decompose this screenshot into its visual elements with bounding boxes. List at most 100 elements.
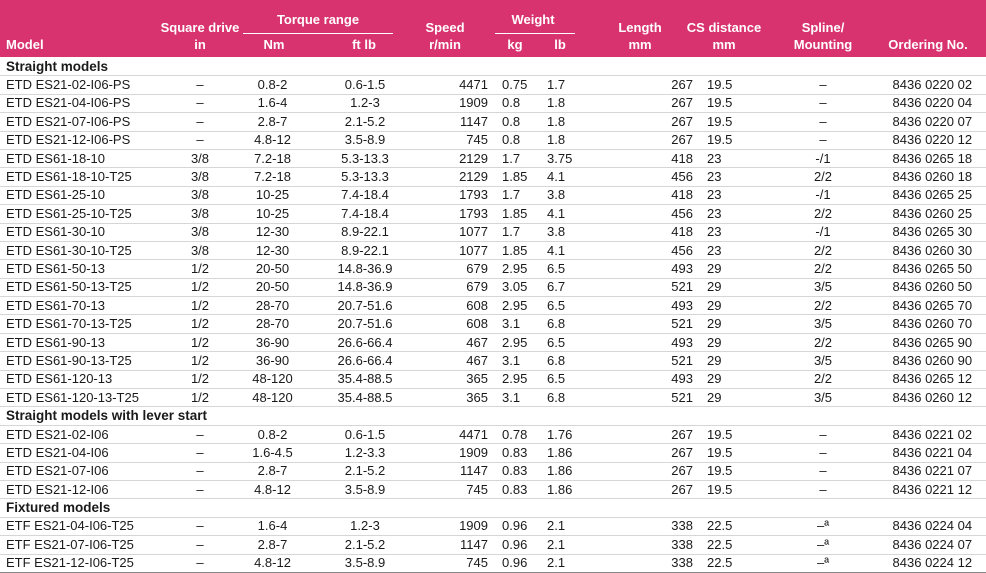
cell-speed: 1909 [415, 517, 502, 537]
header-length-unit: mm [628, 37, 652, 52]
cell-spline-mounting: 2/2 [769, 204, 877, 224]
cell-spline-mounting: –ª [769, 535, 877, 555]
cell-torque-ftlb: 35.4-88.5 [315, 388, 415, 408]
cell-torque-nm: 48-120 [230, 388, 315, 408]
cell-torque-ftlb: 5.3-13.3 [315, 149, 415, 169]
cell-model: ETD ES21-07-I06 [0, 462, 170, 481]
cell-torque-nm: 4.8-12 [230, 480, 315, 500]
cell-length: 267 [605, 480, 707, 500]
cell-weight-kg: 3.05 [502, 278, 547, 298]
cell-weight-lb: 1.86 [547, 480, 605, 500]
cell-torque-ftlb: 0.6-1.5 [315, 75, 415, 95]
cell-weight-kg: 0.8 [502, 112, 547, 132]
table-row: ETD ES61-25-10 3/8 10-25 7.4-18.4 1793 1.7 3.8… [0, 186, 986, 206]
table-row: ETD ES21-04-I06–1.6-4.5 1.2-3.3 1909 0.83 1.… [0, 443, 986, 463]
cell-torque-nm: 1.6-4 [230, 517, 315, 537]
cell-ordering-no: 8436 0260 50 [877, 278, 986, 298]
cell-spline-mounting: 3/5 [769, 278, 877, 298]
cell-model: ETD ES61-25-10 [0, 186, 170, 206]
cell-spline-mounting: – [769, 480, 877, 500]
spec-table: Straight models ETD ES21-02-I06-PS –0.8-2 0… [0, 58, 986, 573]
section-header: Fixtured models [0, 498, 986, 518]
cell-model: ETD ES61-30-10 [0, 223, 170, 242]
cell-cs-distance: 23 [707, 186, 769, 206]
cell-length: 267 [605, 131, 707, 150]
cell-spline-mounting: 3/5 [769, 351, 877, 371]
cell-square-drive: 1/2 [170, 278, 230, 298]
cell-weight-lb: 1.76 [547, 425, 605, 445]
cell-weight-kg: 2.95 [502, 296, 547, 316]
cell-model: ETD ES61-18-10 [0, 149, 170, 169]
cell-length: 338 [605, 554, 707, 573]
cell-weight-kg: 2.95 [502, 333, 547, 353]
cell-ordering-no: 8436 0220 12 [877, 131, 986, 150]
header-torque-ftlb: ft lb [352, 37, 376, 52]
cell-torque-ftlb: 3.5-8.9 [315, 131, 415, 150]
cell-weight-lb: 6.5 [547, 296, 605, 316]
cell-ordering-no: 8436 0220 04 [877, 94, 986, 114]
cell-weight-kg: 0.83 [502, 480, 547, 500]
cell-weight-kg: 0.96 [502, 554, 547, 573]
cell-weight-kg: 1.85 [502, 204, 547, 224]
table-row: ETD ES61-70-13-T25 1/2 28-70 20.7-51.6 608 3.… [0, 314, 986, 334]
table-row: ETF ES21-07-I06-T25–2.8-7 2.1-5.2 1147 0.96… [0, 535, 986, 555]
cell-model: ETF ES21-04-I06-T25 [0, 517, 170, 537]
cell-torque-ftlb: 26.6-66.4 [315, 333, 415, 353]
cell-speed: 467 [415, 351, 502, 371]
cell-speed: 745 [415, 480, 502, 500]
cell-square-drive: 3/8 [170, 186, 230, 206]
table-row: ETD ES21-12-I06–4.8-12 3.5-8.9 745 0.83 1.86… [0, 480, 986, 500]
cell-weight-lb: 1.8 [547, 112, 605, 132]
cell-spline-mounting: 3/5 [769, 314, 877, 334]
cell-length: 418 [605, 149, 707, 169]
cell-torque-nm: 12-30 [230, 241, 315, 261]
cell-square-drive: – [170, 94, 230, 114]
cell-weight-lb: 1.86 [547, 462, 605, 481]
cell-cs-distance: 19.5 [707, 480, 769, 500]
cell-square-drive: – [170, 425, 230, 445]
cell-torque-nm: 28-70 [230, 314, 315, 334]
cell-weight-kg: 3.1 [502, 314, 547, 334]
cell-spline-mounting: – [769, 94, 877, 114]
cell-square-drive: – [170, 535, 230, 555]
table-row: ETD ES21-04-I06-PS –1.6-4 1.2-3 1909 0.8 1.8 2… [0, 94, 986, 114]
cell-weight-lb: 6.8 [547, 351, 605, 371]
cell-weight-lb: 3.8 [547, 186, 605, 206]
cell-weight-lb: 4.1 [547, 167, 605, 187]
cell-model: ETD ES61-18-10-T25 [0, 167, 170, 187]
cell-cs-distance: 19.5 [707, 425, 769, 445]
cell-torque-ftlb: 26.6-66.4 [315, 351, 415, 371]
header-ordering-no: Ordering No. [888, 37, 968, 52]
table-row: ETF ES21-04-I06-T25–1.6-4 1.2-3 1909 0.96 2.… [0, 517, 986, 537]
cell-cs-distance: 29 [707, 278, 769, 298]
cell-square-drive: 3/8 [170, 204, 230, 224]
cell-ordering-no: 8436 0265 18 [877, 149, 986, 169]
cell-ordering-no: 8436 0224 12 [877, 554, 986, 573]
cell-torque-ftlb: 8.9-22.1 [315, 241, 415, 261]
cell-model: ETD ES21-02-I06-PS [0, 75, 170, 95]
cell-ordering-no: 8436 0260 12 [877, 388, 986, 408]
cell-torque-nm: 28-70 [230, 296, 315, 316]
cell-torque-ftlb: 8.9-22.1 [315, 223, 415, 242]
cell-length: 338 [605, 535, 707, 555]
cell-ordering-no: 8436 0265 25 [877, 186, 986, 206]
cell-ordering-no: 8436 0224 07 [877, 535, 986, 555]
cell-torque-nm: 10-25 [230, 186, 315, 206]
cell-ordering-no: 8436 0220 02 [877, 75, 986, 95]
cell-cs-distance: 23 [707, 223, 769, 242]
cell-torque-nm: 7.2-18 [230, 149, 315, 169]
cell-speed: 679 [415, 259, 502, 279]
cell-speed: 1077 [415, 223, 502, 242]
table-row: ETD ES21-07-I06-PS –2.8-7 2.1-5.2 1147 0.8 1.… [0, 112, 986, 132]
cell-square-drive: 1/2 [170, 388, 230, 408]
cell-spline-mounting: -/1 [769, 223, 877, 242]
cell-speed: 1909 [415, 443, 502, 463]
cell-square-drive: – [170, 462, 230, 481]
cell-length: 456 [605, 241, 707, 261]
table-row: ETD ES61-18-10 3/8 7.2-18 5.3-13.3 2129 1.7 3.… [0, 149, 986, 169]
cell-speed: 1147 [415, 535, 502, 555]
cell-length: 267 [605, 94, 707, 114]
cell-square-drive: 1/2 [170, 296, 230, 316]
cell-length: 418 [605, 223, 707, 242]
header-torque-range: Torque range [276, 12, 360, 27]
